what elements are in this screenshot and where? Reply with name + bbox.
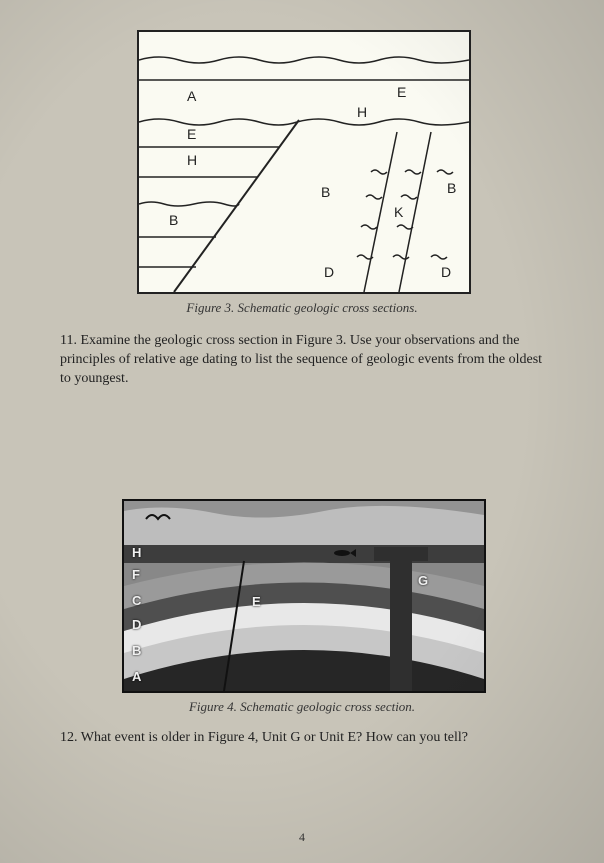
fig4-label-C: C — [132, 593, 141, 608]
question-12: 12. What event is older in Figure 4, Uni… — [60, 729, 544, 748]
question-12-number: 12. — [60, 730, 78, 745]
fig3-label-K: K — [394, 204, 403, 220]
fig3-label-Hleft: H — [187, 152, 197, 168]
fig3-label-Eright: E — [397, 84, 406, 100]
fig4-label-E: E — [252, 594, 261, 609]
fig4-label-A: A — [132, 669, 141, 684]
fig3-label-Eleft: E — [187, 126, 196, 142]
figure-4-diagram: H F C D B A E G — [122, 499, 486, 693]
figure-4-container: H F C D B A E G Figure 4. Schematic geol… — [122, 499, 482, 715]
figure-4-caption: Figure 4. Schematic geologic cross secti… — [122, 699, 482, 715]
fig3-label-Bleft: B — [169, 212, 178, 228]
question-11-number: 11. — [60, 333, 77, 348]
question-11: 11. Examine the geologic cross section i… — [60, 332, 544, 389]
fig3-label-Hright: H — [357, 104, 367, 120]
fig3-label-Dmid: D — [324, 264, 334, 280]
fig3-label-Dright: D — [441, 264, 451, 280]
fig4-label-G: G — [418, 573, 428, 588]
fig4-label-B: B — [132, 643, 141, 658]
page-number: 4 — [0, 830, 604, 845]
figure-3-caption: Figure 3. Schematic geologic cross secti… — [137, 300, 467, 316]
question-11-text: Examine the geologic cross section in Fi… — [60, 333, 542, 386]
fig4-label-D: D — [132, 617, 141, 632]
fig4-label-F: F — [132, 567, 140, 582]
question-12-text: What event is older in Figure 4, Unit G … — [81, 730, 468, 745]
fig4-label-H: H — [132, 545, 141, 560]
fig3-label-A: A — [187, 88, 196, 104]
fig3-label-Bmid: B — [321, 184, 330, 200]
figure-3-diagram: A E H B E H B B K D D — [137, 30, 471, 294]
fig3-label-Bright: B — [447, 180, 456, 196]
figure-3-container: A E H B E H B B K D D Figure 3. Schemati… — [137, 30, 467, 316]
